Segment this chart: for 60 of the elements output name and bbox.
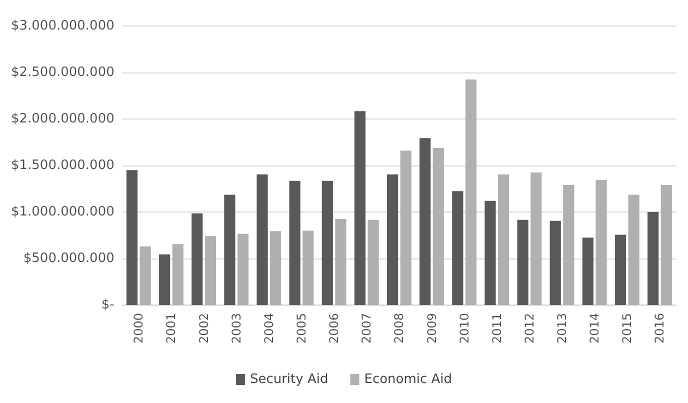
bar bbox=[256, 174, 268, 305]
y-tick-label: $500.000.000 bbox=[23, 251, 114, 266]
x-tick-label: 2004 bbox=[262, 313, 276, 344]
bar bbox=[420, 138, 431, 305]
y-tick-label: $- bbox=[101, 298, 115, 312]
bar bbox=[432, 148, 444, 305]
y-tick-label: $3.000.000.000 bbox=[10, 18, 114, 34]
bar bbox=[400, 150, 412, 305]
bar bbox=[563, 185, 574, 305]
y-tick-label: $2.000.000.000 bbox=[10, 112, 114, 126]
x-tick-label: 2007 bbox=[360, 313, 374, 344]
bar bbox=[335, 218, 346, 305]
bar bbox=[237, 234, 249, 305]
bar bbox=[270, 231, 282, 305]
bar bbox=[484, 200, 496, 305]
x-tick-label: 2000 bbox=[132, 313, 146, 344]
legend-label: Economic Aid bbox=[364, 372, 452, 387]
x-tick-label: 2013 bbox=[555, 313, 570, 344]
bar bbox=[452, 191, 464, 305]
bar bbox=[550, 220, 561, 305]
x-tick-label: 2010 bbox=[457, 313, 472, 344]
x-tick-label: 2016 bbox=[652, 313, 667, 344]
bar bbox=[498, 174, 510, 305]
legend-label: Security Aid bbox=[250, 372, 328, 387]
bar bbox=[289, 180, 300, 305]
bar bbox=[204, 236, 216, 305]
x-tick-label: 2009 bbox=[424, 313, 439, 344]
bar bbox=[126, 170, 138, 305]
bar bbox=[172, 244, 184, 305]
x-tick-label: 2003 bbox=[229, 313, 244, 344]
bar bbox=[302, 230, 314, 305]
y-tick-label: $2.500.000.000 bbox=[10, 65, 114, 80]
x-tick-label: 2008 bbox=[392, 313, 406, 344]
bar bbox=[159, 254, 170, 305]
x-tick-label: 2015 bbox=[620, 313, 634, 344]
bar bbox=[660, 185, 672, 305]
x-tick-label: 2011 bbox=[490, 313, 504, 344]
bar bbox=[368, 220, 379, 305]
x-tick-label: 2006 bbox=[327, 313, 342, 344]
x-tick-label: 2001 bbox=[164, 313, 178, 344]
y-tick-label: $1.000.000.000 bbox=[10, 204, 114, 220]
bar bbox=[614, 234, 626, 305]
x-tick-label: 2002 bbox=[196, 313, 211, 344]
y-tick-label: $1.500.000.000 bbox=[10, 158, 114, 173]
bar bbox=[322, 180, 333, 305]
bar bbox=[648, 212, 659, 305]
bar bbox=[140, 246, 151, 305]
bar bbox=[354, 111, 366, 305]
bar bbox=[224, 194, 236, 305]
x-tick-label: 2005 bbox=[294, 313, 308, 344]
bar bbox=[386, 174, 398, 305]
x-tick-label: 2012 bbox=[522, 313, 536, 344]
bar bbox=[465, 79, 477, 305]
bar bbox=[530, 172, 542, 305]
bar bbox=[582, 238, 594, 305]
bar bbox=[517, 220, 528, 305]
bar bbox=[596, 180, 607, 305]
x-tick-label: 2014 bbox=[588, 313, 602, 344]
bar bbox=[628, 194, 640, 305]
bar bbox=[192, 213, 203, 305]
